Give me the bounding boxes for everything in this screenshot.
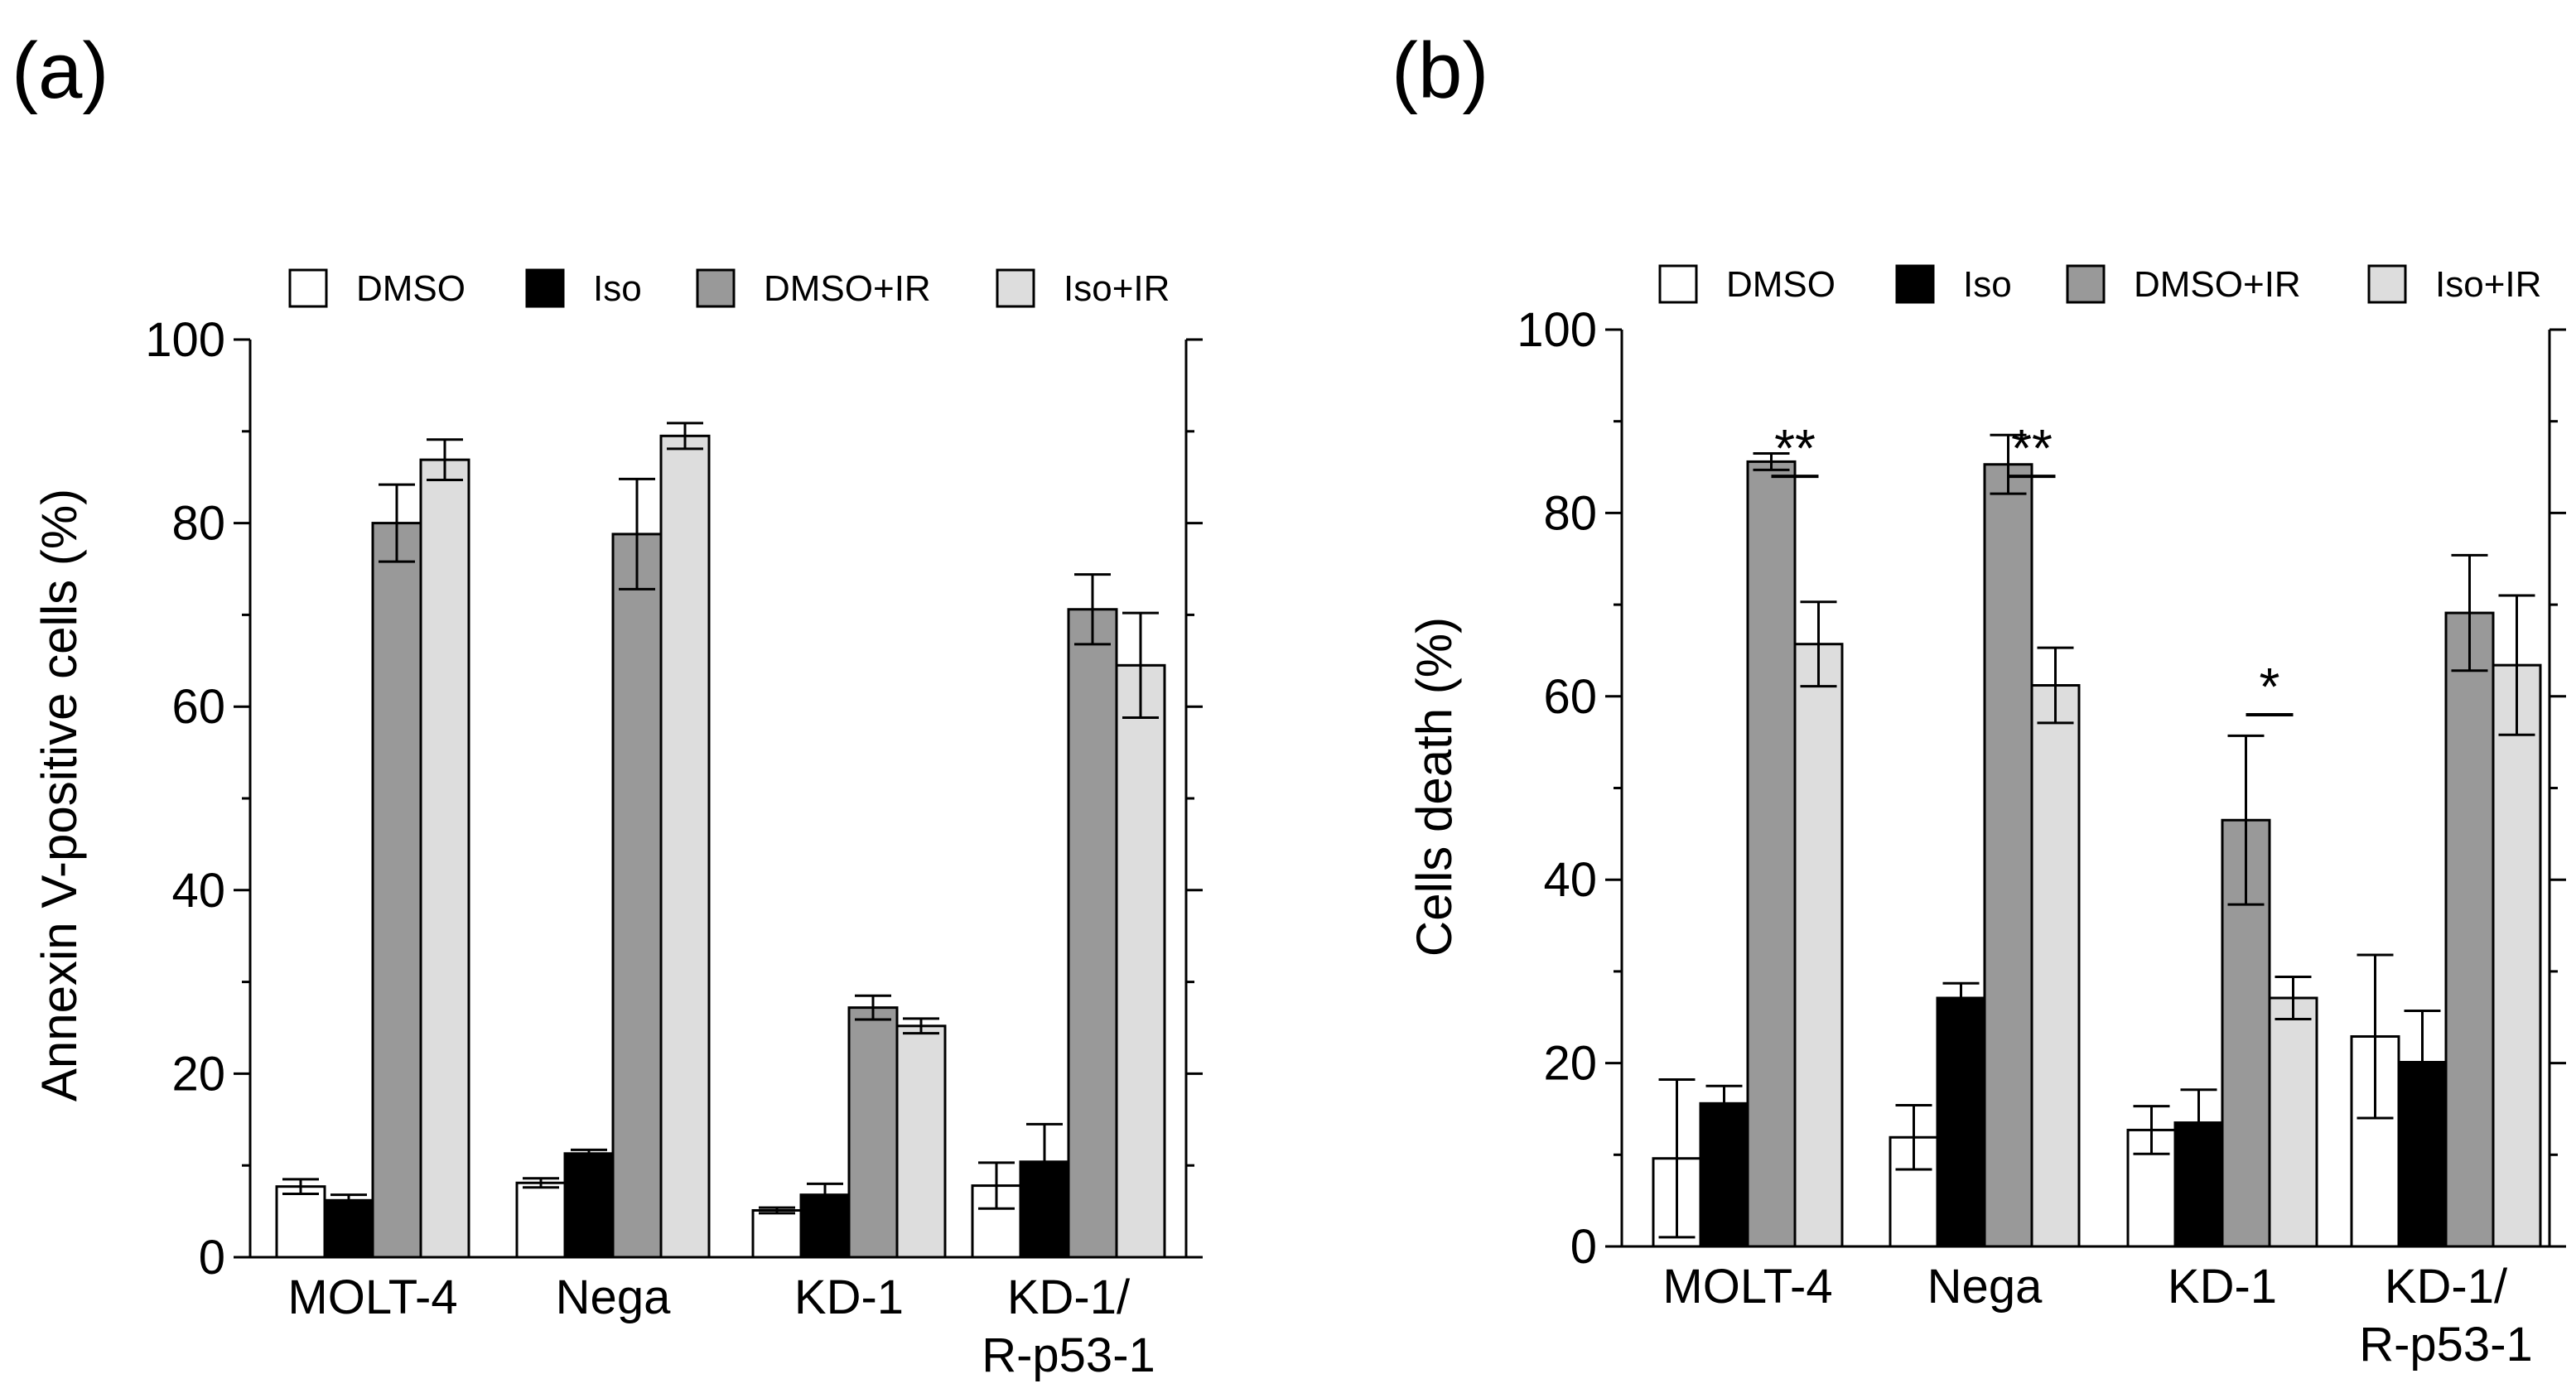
x-tick-label-b-2-0: KD-1 <box>2168 1260 2277 1314</box>
bar-a-iso-1 <box>563 1152 615 1259</box>
significance-label-b-1: ** <box>2011 418 2053 478</box>
legend-swatch-b-3 <box>2367 264 2407 304</box>
y-tick-label-a-2: 40 <box>171 864 225 918</box>
bar-a-dmso-0 <box>275 1185 326 1259</box>
y-axis-label-a: Annexin V-positive cells (%) <box>31 489 87 1102</box>
y-tick-label-b-2: 40 <box>1543 853 1597 907</box>
x-tick-label-a-3-0: KD-1/ <box>1007 1270 1131 1324</box>
bar-a-iso-ir-0 <box>419 458 470 1259</box>
y-tick-label-b-5: 100 <box>1517 303 1597 357</box>
legend-swatch-b-1 <box>1895 264 1935 304</box>
bar-b-iso-ir-2 <box>2268 996 2318 1248</box>
legend-swatch-a-2 <box>696 268 736 308</box>
chart-panel-b: DMSO Iso DMSO+IR Iso+IR 0 20 40 60 80 100 MOLT-4 Ne… <box>1517 264 2566 1371</box>
bar-b-iso-1 <box>1936 996 1986 1248</box>
bar-a-dmso-ir-0 <box>371 522 422 1259</box>
bar-b-iso-0 <box>1699 1102 1749 1248</box>
legend-swatch-b-0 <box>1658 264 1698 304</box>
bar-a-dmso-1 <box>515 1181 567 1259</box>
legend-swatch-b-2 <box>2066 264 2106 304</box>
bar-b-iso-ir-3 <box>2492 663 2542 1248</box>
x-tick-label-b-0-0: MOLT-4 <box>1662 1260 1832 1314</box>
significance-label-b-0: ** <box>1774 418 1816 478</box>
bar-a-iso-ir-1 <box>659 434 711 1259</box>
bar-a-iso-0 <box>323 1198 374 1259</box>
y-tick-label-b-0: 0 <box>1570 1220 1597 1274</box>
y-tick-label-a-4: 80 <box>171 497 225 551</box>
bar-a-iso-ir-2 <box>895 1024 947 1259</box>
legend-label-b-0: DMSO <box>1726 264 1836 305</box>
legend-label-b-1: Iso <box>1963 264 2012 305</box>
y-tick-label-b-1: 20 <box>1543 1037 1597 1091</box>
panel-label-b: (b) <box>1392 27 1488 115</box>
legend-label-a-2: DMSO+IR <box>764 268 931 309</box>
bar-b-iso-ir-0 <box>1793 643 1844 1248</box>
y-tick-label-b-4: 80 <box>1543 486 1597 540</box>
bar-b-iso-ir-1 <box>2030 684 2081 1248</box>
x-tick-label-a-0-0: MOLT-4 <box>287 1270 457 1324</box>
legend-label-a-3: Iso+IR <box>1064 268 1170 309</box>
legend-label-a-0: DMSO <box>356 268 466 309</box>
legend-swatch-a-3 <box>996 268 1035 308</box>
y-tick-label-a-3: 60 <box>171 680 225 734</box>
x-tick-label-b-3-0: KD-1/ <box>2385 1260 2508 1314</box>
legend-label-a-1: Iso <box>593 268 642 309</box>
bar-b-dmso-ir-0 <box>1746 460 1797 1248</box>
legend-swatch-a-0 <box>288 268 328 308</box>
y-tick-label-a-5: 100 <box>145 313 225 367</box>
bar-b-dmso-ir-1 <box>1983 463 2033 1248</box>
y-tick-label-b-3: 60 <box>1543 670 1597 724</box>
x-tick-label-a-1-0: Nega <box>556 1270 671 1324</box>
legend-label-b-3: Iso+IR <box>2435 264 2541 305</box>
bar-b-dmso-ir-3 <box>2444 611 2495 1248</box>
x-tick-label-a-2-0: KD-1 <box>794 1270 904 1324</box>
y-tick-label-a-1: 20 <box>171 1047 225 1101</box>
x-tick-label-b-1-0: Nega <box>1927 1260 2043 1314</box>
bar-a-dmso-ir-3 <box>1067 608 1118 1259</box>
bar-a-iso-ir-3 <box>1115 663 1166 1259</box>
legend-swatch-a-1 <box>525 268 565 308</box>
bar-a-dmso-ir-1 <box>611 533 663 1259</box>
panel-label-a: (a) <box>12 27 109 115</box>
legend-label-b-2: DMSO+IR <box>2134 264 2301 305</box>
x-tick-label-a-3-1: R-p53-1 <box>982 1328 1155 1382</box>
y-axis-label-b: Cells death (%) <box>1406 617 1462 957</box>
chart-panel-a: DMSO Iso DMSO+IR Iso+IR 0 20 40 60 80 100 MOLT-4 Ne… <box>145 268 1203 1382</box>
bar-a-dmso-ir-2 <box>847 1006 899 1259</box>
bar-a-dmso-2 <box>751 1208 803 1259</box>
y-tick-label-a-0: 0 <box>199 1231 225 1285</box>
x-tick-label-b-3-1: R-p53-1 <box>2359 1318 2533 1371</box>
significance-label-b-2: * <box>2260 657 2280 716</box>
